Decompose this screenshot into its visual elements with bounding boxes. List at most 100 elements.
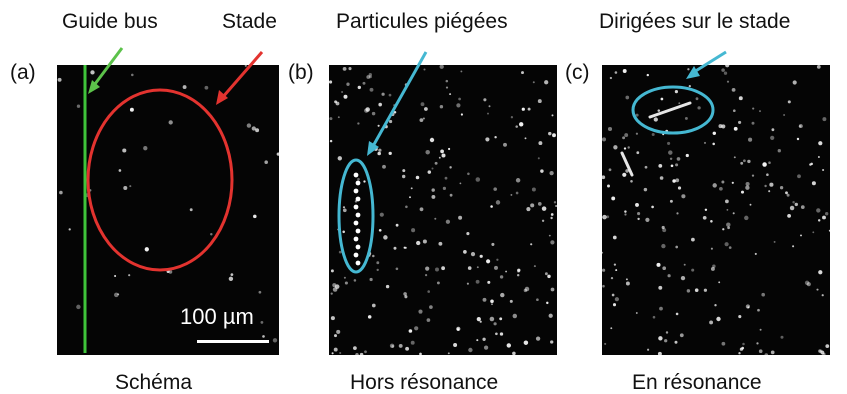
particle-dot bbox=[541, 219, 545, 222]
particle-dot bbox=[732, 212, 735, 215]
particle-dot bbox=[694, 288, 699, 292]
particle-dot bbox=[625, 281, 630, 286]
particle-dot bbox=[684, 116, 688, 120]
particle-dot bbox=[436, 281, 440, 285]
particle-dot bbox=[549, 170, 554, 176]
particle-dot bbox=[677, 186, 682, 190]
particle-field-b bbox=[329, 65, 557, 355]
particle-dot bbox=[59, 190, 63, 195]
particle-dot bbox=[769, 182, 774, 187]
particle-dot bbox=[818, 349, 822, 353]
particle-dot bbox=[382, 164, 386, 169]
particle-dot bbox=[117, 293, 120, 296]
particle-dot bbox=[712, 131, 717, 136]
particle-dot bbox=[602, 251, 604, 254]
particle-dot bbox=[622, 69, 627, 73]
particle-dot bbox=[675, 245, 679, 249]
particle-dot bbox=[548, 234, 551, 237]
particle-dot bbox=[544, 272, 548, 276]
particle-dot bbox=[403, 292, 407, 296]
particle-dot bbox=[704, 208, 708, 212]
particle-dot bbox=[495, 200, 501, 205]
particle-dot bbox=[470, 252, 476, 257]
particle-dot bbox=[487, 280, 491, 284]
particle-dot bbox=[367, 315, 372, 319]
particle-dot bbox=[485, 137, 490, 142]
particle-dot bbox=[607, 184, 610, 188]
particle-dot bbox=[114, 275, 117, 277]
particle-dot bbox=[712, 142, 715, 146]
particle-dot bbox=[460, 70, 463, 73]
particle-dot bbox=[537, 99, 542, 104]
particle-dot bbox=[411, 228, 416, 233]
particle-dot bbox=[787, 100, 791, 104]
particle-dot bbox=[548, 313, 553, 318]
particle-dot bbox=[342, 206, 346, 209]
particle-dot bbox=[416, 240, 421, 246]
particle-dot bbox=[609, 76, 613, 80]
particle-dot bbox=[334, 100, 338, 104]
particle-dot bbox=[817, 156, 820, 158]
particle-dot bbox=[681, 194, 686, 199]
particle-dot bbox=[128, 274, 131, 277]
particle-dot bbox=[489, 316, 495, 322]
particle-dot bbox=[393, 104, 396, 107]
particle-dot bbox=[771, 128, 775, 132]
particle-dot bbox=[427, 170, 432, 174]
particle-dot bbox=[491, 242, 495, 246]
particle-dot bbox=[499, 317, 503, 321]
particle-dot bbox=[523, 340, 529, 345]
particle-dot bbox=[610, 327, 613, 330]
particle-dot bbox=[748, 137, 753, 142]
particle-dot bbox=[744, 215, 749, 221]
particle-dot bbox=[414, 326, 419, 331]
particle-dot bbox=[669, 199, 673, 203]
particle-dot bbox=[738, 315, 742, 319]
particle-dot bbox=[816, 208, 821, 213]
particle-dot bbox=[517, 269, 520, 273]
particle-dot bbox=[367, 251, 372, 256]
particle-dot bbox=[551, 114, 554, 117]
particle-dot bbox=[526, 207, 531, 212]
particle-dot bbox=[68, 228, 71, 231]
particle-dot bbox=[425, 274, 428, 277]
particle-dot bbox=[745, 304, 751, 309]
particle-dot bbox=[521, 107, 525, 111]
particle-dot bbox=[408, 329, 413, 333]
particle-dot bbox=[253, 214, 257, 219]
particle-dot bbox=[622, 172, 627, 177]
particle-dot bbox=[448, 147, 451, 151]
particle-dot bbox=[627, 146, 630, 149]
particle-dot bbox=[683, 263, 686, 266]
particle-dot bbox=[434, 217, 437, 220]
particle-dot bbox=[423, 68, 426, 71]
panel-tag-b: (b) bbox=[288, 61, 314, 84]
particle-dot bbox=[800, 205, 805, 209]
particle-dot bbox=[777, 149, 781, 153]
particle-dot bbox=[246, 123, 252, 128]
particle-dot bbox=[516, 273, 520, 277]
particle-streak bbox=[648, 101, 692, 119]
particle-dot bbox=[786, 193, 790, 197]
particle-dot bbox=[741, 346, 745, 350]
particle-dot bbox=[376, 268, 379, 272]
particle-dot bbox=[258, 290, 262, 294]
particle-dot bbox=[371, 303, 376, 308]
particle-dot bbox=[635, 202, 639, 207]
particle-dot bbox=[812, 231, 815, 234]
particle-dot bbox=[337, 116, 340, 119]
particle-dot bbox=[667, 141, 671, 145]
particle-dot bbox=[809, 163, 812, 166]
particle-dot bbox=[821, 294, 824, 297]
label-guide-bus: Guide bus bbox=[62, 10, 158, 33]
particle-dot bbox=[379, 212, 384, 217]
particle-dot bbox=[419, 207, 424, 212]
particle-dot bbox=[378, 102, 383, 107]
particle-dot bbox=[494, 265, 498, 270]
particle-dot bbox=[369, 87, 374, 92]
particle-dot bbox=[419, 118, 424, 122]
particle-dot bbox=[725, 65, 730, 68]
particle-dot bbox=[357, 85, 361, 90]
particle-dot bbox=[373, 146, 378, 151]
particle-dot bbox=[517, 268, 521, 272]
